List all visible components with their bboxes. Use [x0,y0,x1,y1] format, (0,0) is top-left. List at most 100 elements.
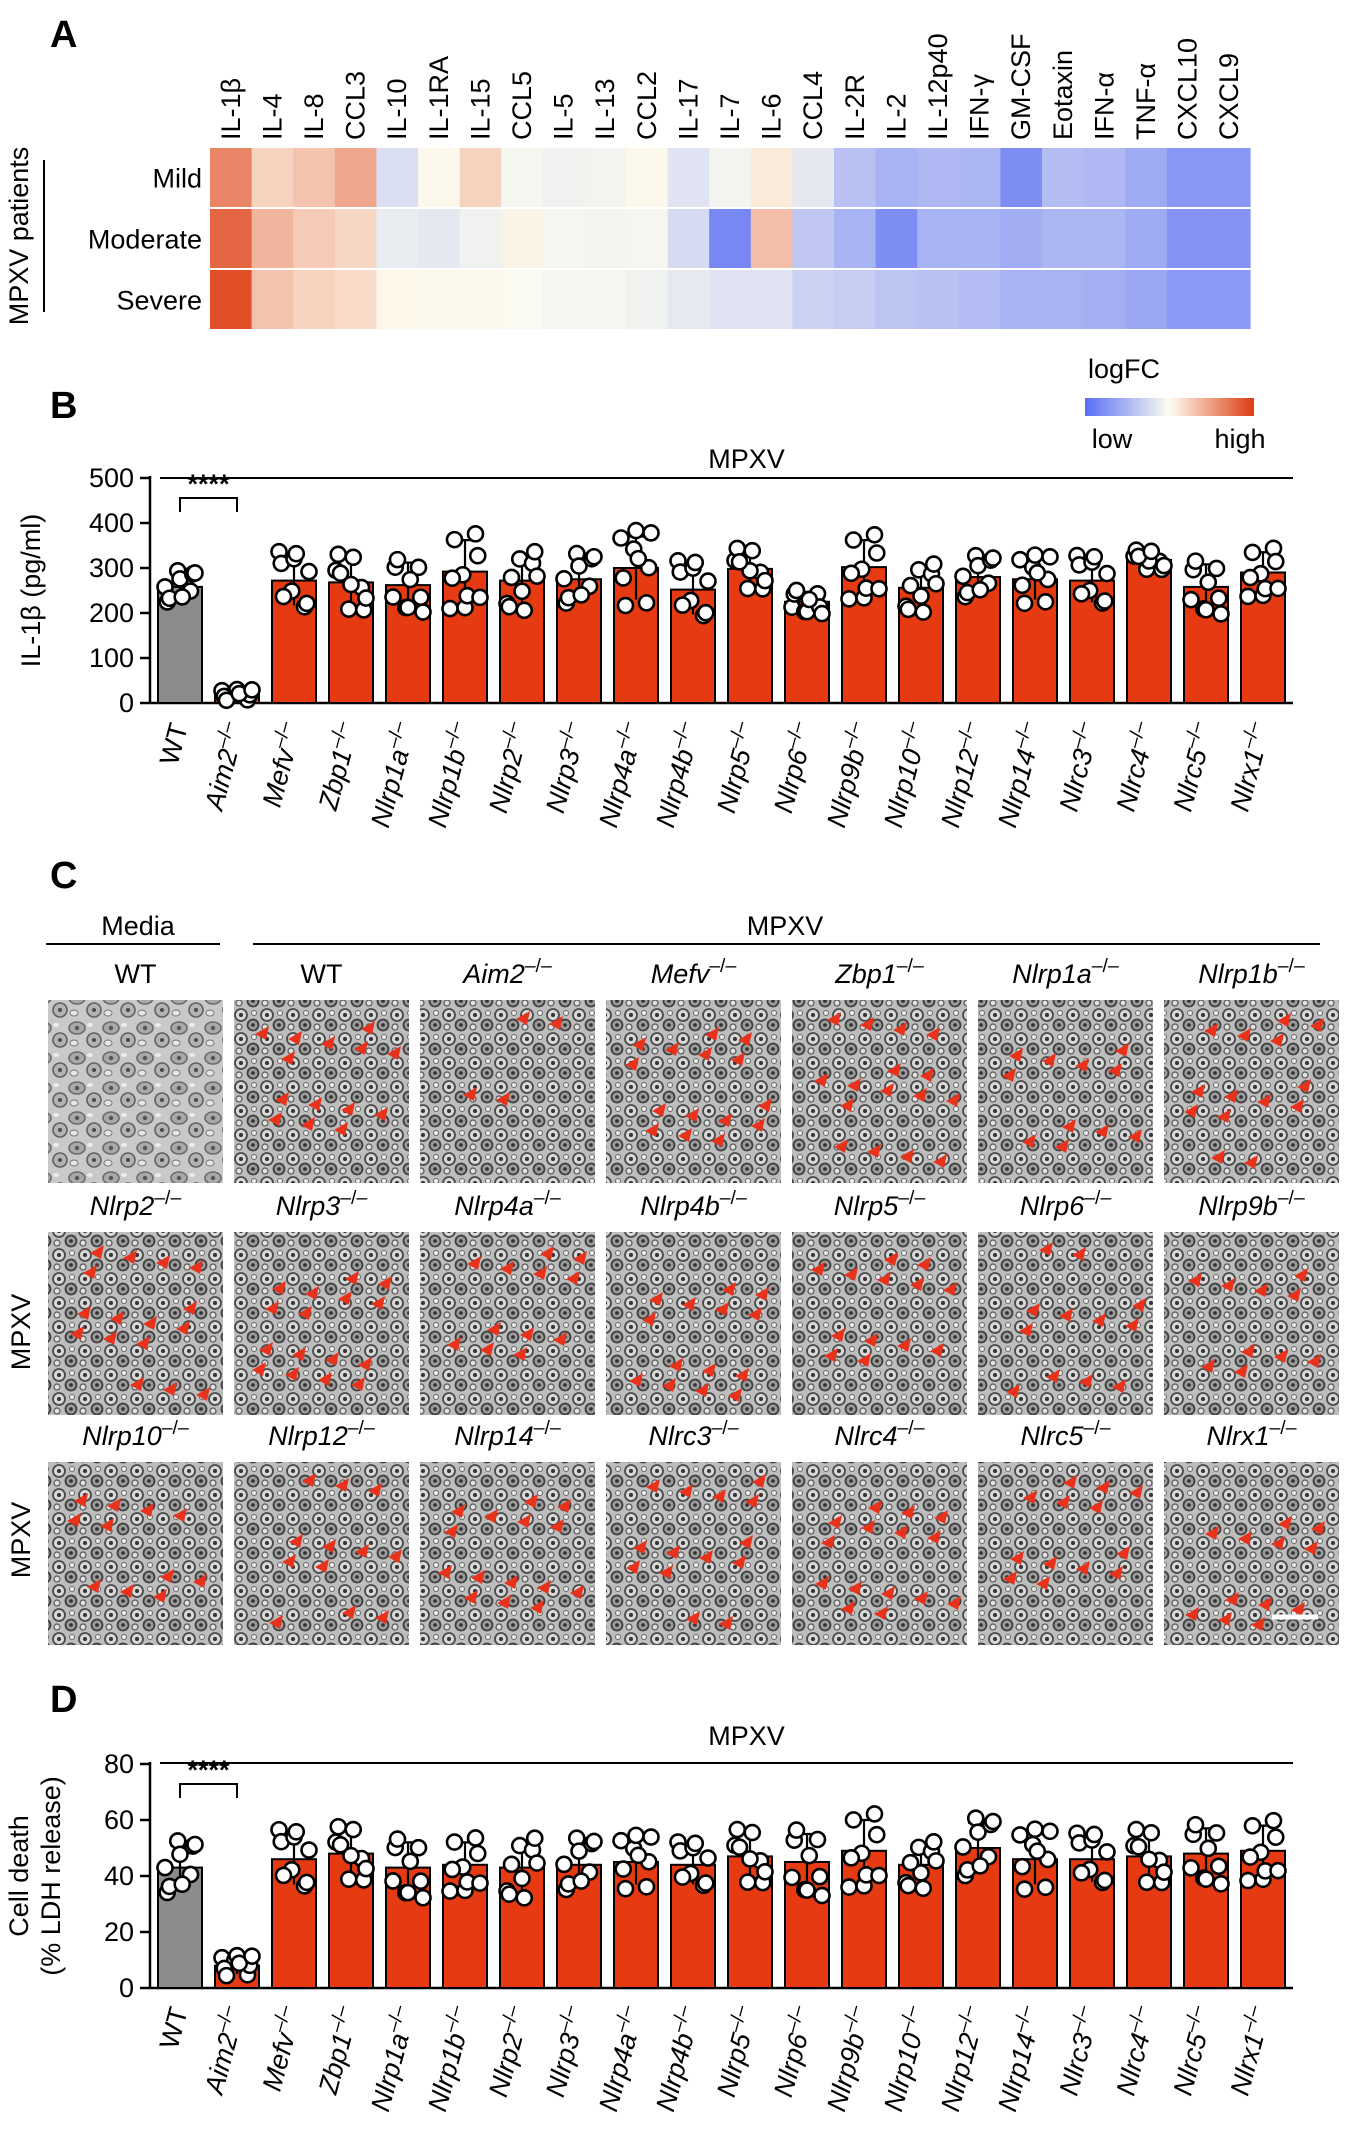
pyroptotic-cell-arrow [1287,1288,1301,1302]
micrograph-label: Nlrp12–/– [268,1417,375,1451]
pyroptotic-cell-arrow [524,1494,538,1508]
cytokine-label: IL-7 [715,93,745,140]
pyroptotic-cell-arrow [496,1092,510,1106]
y-axis-label: Cell death [4,1815,34,1937]
heatmap-cell [917,270,960,329]
legend-high-label: high [1214,424,1265,454]
data-point [399,598,417,617]
data-point [1207,559,1226,578]
pyroptotic-cell-arrow [338,1291,352,1305]
pyroptotic-cell-arrow [1109,1566,1123,1580]
x-tick-label: Nlrc3–/– [1050,2003,1106,2099]
pyroptotic-cell-arrow [897,1338,911,1352]
heatmap-cell [1208,148,1251,207]
pyroptotic-cell-arrow [894,1525,908,1539]
pyroptotic-cell-arrow [946,1093,960,1107]
pyroptotic-cell-arrow [1072,1247,1086,1261]
data-point [515,1889,534,1907]
data-point [1129,1837,1148,1856]
pyroptotic-cell-arrow [1132,1298,1146,1312]
heatmap-cell [418,148,461,207]
data-point [384,1872,402,1890]
pyroptotic-cell-arrow [354,1041,368,1055]
pyroptotic-cell-arrow [269,1615,283,1629]
x-tick-label: Nlrp2–/– [479,2003,536,2100]
micrograph-image [420,1232,595,1415]
pyroptotic-cell-arrow [821,1535,835,1549]
x-tick-label: Nlrp1b–/– [418,2003,478,2115]
x-tick-label: Nlrp1a–/– [361,2003,421,2115]
pyroptotic-cell-arrow [1204,1023,1218,1037]
micrograph-image [792,1232,967,1415]
pyroptotic-cell-arrow [308,1097,322,1111]
micrograph-label: Nlrp5–/– [834,1187,926,1221]
pyroptotic-cell-arrow [322,1539,336,1553]
data-point [331,1835,350,1854]
cytokine-label: CXCL9 [1214,53,1244,140]
pyroptotic-cell-arrow [815,1576,829,1590]
data-point [344,1820,363,1839]
cytokine-label: CXCL10 [1173,38,1203,140]
pyroptotic-cell-arrow [1224,1089,1238,1103]
data-point [1264,1811,1283,1830]
x-tick-label: Nlrp4b–/– [646,719,706,831]
heatmap-cell [792,209,835,268]
heatmap-cell [875,270,918,329]
pyroptotic-cell-arrow [173,1508,187,1522]
data-point [743,541,762,560]
heatmap-cell [958,270,1001,329]
pyroptotic-cell-arrow [374,1107,388,1121]
data-point [612,529,630,547]
pyroptotic-cell-arrow [259,1342,273,1356]
pyroptotic-cell-arrow [153,1589,167,1603]
data-point [741,1850,759,1868]
pyroptotic-cell-arrow [342,1605,356,1619]
heatmap-cell [459,148,502,207]
heatmap-cell [1208,209,1251,268]
pyroptotic-cell-arrow [626,1560,640,1574]
data-point [637,594,656,612]
data-point [1140,1850,1158,1869]
cytokine-label: IL-13 [590,78,620,140]
pyroptotic-cell-arrow [881,1586,895,1600]
data-point [339,1870,358,1888]
pyroptotic-cell-arrow [375,1610,389,1624]
pyroptotic-cell-arrow [378,1276,392,1290]
micrograph-image [420,1000,595,1183]
data-point [1182,590,1200,609]
cytokine-label: CCL2 [632,71,662,140]
pyroptotic-cell-arrow [1251,1617,1265,1631]
pyroptotic-cell-arrow [913,1088,927,1102]
cytokine-label: CCL4 [798,71,828,140]
data-point [927,574,945,593]
x-tick-label: Nlrp4a–/– [589,719,649,831]
micrograph-label: Nlrp1a–/– [1012,955,1119,989]
data-point [1142,1823,1161,1842]
data-point [1197,600,1215,619]
bar [1126,558,1172,705]
cytokine-label: IL-1β [216,78,246,140]
data-point [525,1829,544,1848]
heatmap-cell [1083,209,1126,268]
pyroptotic-cell-arrow [1191,1084,1205,1098]
pyroptotic-cell-arrow [143,1316,157,1330]
severity-row-label: Moderate [88,225,202,255]
heatmap-cell [501,270,544,329]
pyroptotic-cell-arrow [252,1362,266,1376]
data-point [399,1883,417,1902]
data-point [441,599,459,618]
heatmap-cell [834,270,877,329]
heatmap-cell [1083,148,1126,207]
pyroptotic-cell-arrow [828,1515,842,1529]
pyroptotic-cell-arrow [438,1565,452,1579]
pyroptotic-cell-arrow [1234,1364,1248,1378]
x-tick-label: Nlrc4–/– [1107,2003,1163,2099]
data-point [627,1826,645,1845]
heatmap-cell [709,148,752,207]
pyroptotic-cell-arrow [1125,1318,1139,1332]
data-point [743,1823,762,1842]
pyroptotic-cell-arrow [669,1358,683,1372]
data-point [466,525,485,543]
data-point [1266,552,1285,571]
pyroptotic-cell-arrow [927,1530,941,1544]
